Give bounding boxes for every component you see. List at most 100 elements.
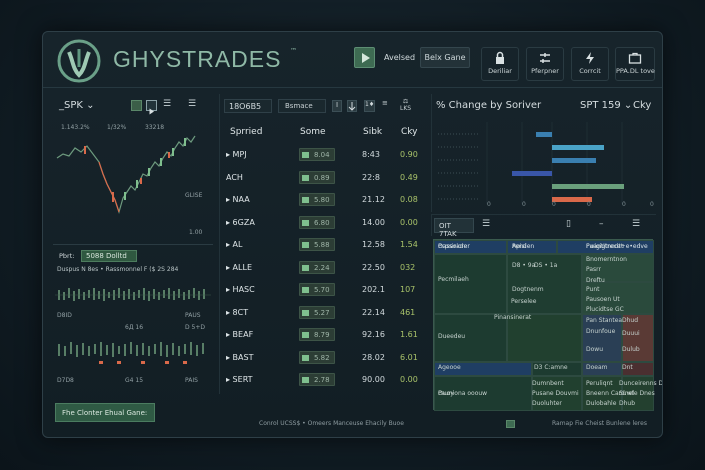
table-row[interactable]: ▸ HASC 5.70 202.1 107 <box>222 279 422 301</box>
volume-bars-2 <box>58 342 204 364</box>
heatmap-cell[interactable] <box>582 282 654 314</box>
heatmap-cell[interactable] <box>622 314 654 362</box>
change-bar[interactable] <box>552 158 596 163</box>
tool-button-3[interactable]: Corrcit <box>571 47 609 81</box>
app-window: GHYSTRADES ™ Avelsed Belx Gane Deriliar … <box>42 31 663 438</box>
change-bar[interactable] <box>552 197 592 202</box>
stat-1: 1.143.2% <box>61 124 90 131</box>
sort-icon[interactable] <box>347 100 357 112</box>
row-value-2: 032 <box>400 262 416 272</box>
tab-oit[interactable]: OIT 7TAK <box>434 218 474 238</box>
col-header-cky[interactable]: Cky <box>401 127 418 137</box>
table-row[interactable]: ▸ NAA 5.80 21.12 0.08 <box>222 189 422 211</box>
row-value-2: 0.00 <box>400 217 418 227</box>
heatmap-cell[interactable] <box>507 254 582 314</box>
row-value-2: 0.49 <box>400 172 418 182</box>
row-value-1: 28.02 <box>362 352 385 362</box>
tab-list-icon[interactable]: ☰ <box>632 219 641 229</box>
row-spark-indicator <box>302 377 309 383</box>
heatmap-cell[interactable] <box>532 376 582 411</box>
footer-toggle-icon[interactable] <box>506 420 515 428</box>
heatmap-label: Suwte Dnes <box>619 390 655 397</box>
lock-icon <box>493 51 507 65</box>
filter-icon[interactable]: I <box>332 100 342 112</box>
col-header-name[interactable]: Sprried <box>230 127 263 137</box>
chart-icon[interactable]: 1♦ <box>364 100 375 112</box>
heatmap-cell[interactable] <box>434 376 532 411</box>
table-row[interactable]: ▸ BAST 5.82 28.02 6.01 <box>222 347 422 369</box>
list-icon[interactable]: ☰ <box>188 99 197 109</box>
table-row[interactable]: ▸ BEAF 8.79 92.16 1.61 <box>222 324 422 346</box>
tool-button-4[interactable]: PPA.DL tove <box>615 47 655 81</box>
heatmap-cell[interactable] <box>434 314 507 362</box>
briefcase-icon <box>628 51 642 65</box>
footer-left-text: Conrol UCSS$ • Omeers Manceuse Ehacily B… <box>259 420 404 427</box>
row-sparkline: 0.89 <box>299 170 335 184</box>
heatmap-cell[interactable] <box>507 240 557 254</box>
play-button[interactable] <box>354 47 375 68</box>
ticker-select[interactable]: _SPK ⌄ <box>59 100 95 111</box>
heatmap-cell[interactable] <box>434 362 532 376</box>
change-bar[interactable] <box>536 132 552 137</box>
change-bar-chart: 0 0 0 0 0 0 <box>438 122 654 208</box>
table-row[interactable]: ▸ ALLE 2.24 22.50 032 <box>222 257 422 279</box>
small-label-3: 6Д 16 <box>125 324 144 331</box>
table-row[interactable]: ACH 0.89 22:8 0.49 <box>222 167 422 189</box>
heatmap-cell[interactable] <box>622 376 654 411</box>
table-row[interactable]: ▸ 8CT 5.27 22.14 461 <box>222 302 422 324</box>
table-row[interactable]: ▸ 6GZA 6.80 14.00 0.00 <box>222 212 422 234</box>
heatmap-label: Dowu <box>586 346 604 353</box>
tab-menu-icon[interactable]: ☰ <box>482 219 491 229</box>
table-row[interactable]: ▸ SERT 2.78 90.00 0.00 <box>222 369 422 391</box>
row-symbol: ▸ SERT <box>226 375 253 384</box>
tab-doc-icon[interactable]: ▯ <box>566 219 571 229</box>
heatmap-cell[interactable] <box>434 240 507 254</box>
game-button[interactable]: Belx Gane <box>420 47 470 68</box>
change-bar[interactable] <box>552 184 624 189</box>
table-row[interactable]: ▸ MPJ 8.04 8:43 0.90 <box>222 144 422 166</box>
heatmap-label: Dhud <box>622 317 639 324</box>
heatmap-cell[interactable] <box>582 314 622 362</box>
tab-minus-icon[interactable]: – <box>599 219 604 229</box>
tool-button-1[interactable]: Deriliar <box>481 47 519 81</box>
table-row[interactable]: ▸ AL 5.88 12.58 1.54 <box>222 234 422 256</box>
heatmap-label: Pausoen Ut <box>586 296 620 303</box>
col-header-sibk[interactable]: Sibk <box>363 127 383 137</box>
chart-left-button[interactable] <box>131 100 142 111</box>
heatmap-cell[interactable] <box>434 254 507 314</box>
scale-icon[interactable]: ⚖ LKS <box>400 98 412 112</box>
heatmap-cell[interactable] <box>582 362 622 376</box>
row-value-2: 6.01 <box>400 352 418 362</box>
heatmap-cell[interactable] <box>582 254 654 282</box>
row-sparkline: 5.70 <box>299 283 335 296</box>
heatmap-header: Fwigigtrece+e•edve <box>586 243 648 250</box>
heatmap-label: Bneenn Cardnel <box>586 390 635 397</box>
menu-icon[interactable]: ☰ <box>163 99 172 109</box>
row-sparkline: 8.79 <box>299 328 335 341</box>
heatmap-label: Puantitnedtt <box>586 243 624 250</box>
footer-game-button[interactable]: Fhe Clonter Ehual Gane: <box>55 403 155 422</box>
tool-button-2[interactable]: Pferpner <box>526 47 564 81</box>
heatmap-cell[interactable] <box>582 376 622 411</box>
heatmap-cell[interactable] <box>532 362 582 376</box>
heatmap-cell[interactable] <box>507 314 582 362</box>
time-field[interactable]: 18O6B5 <box>224 99 272 113</box>
sliders-toggle-icon[interactable]: ≡ <box>382 99 388 107</box>
heatmap-label: Pinansinerat <box>494 314 532 321</box>
heatmap-cell[interactable] <box>622 362 654 376</box>
row-spark-indicator <box>302 219 309 226</box>
brand-trademark: ™ <box>290 47 297 55</box>
change-bar[interactable] <box>512 171 552 176</box>
row-symbol: ▸ HASC <box>226 285 255 294</box>
spt-select[interactable]: SPT 159 ⌄ <box>580 100 633 111</box>
search-button[interactable]: Bsmace <box>278 99 326 113</box>
heatmap-label: Dreftu <box>586 277 605 284</box>
stat-3: 33218 <box>145 124 165 131</box>
chart-play-button[interactable] <box>146 100 157 115</box>
change-bar[interactable] <box>552 145 604 150</box>
heatmap-label: Ouoy <box>438 390 454 397</box>
heatmap-cell[interactable] <box>557 240 654 254</box>
col-header-some[interactable]: Some <box>300 127 326 137</box>
row-value-2: 461 <box>400 307 416 317</box>
sliders-icon <box>538 51 552 65</box>
